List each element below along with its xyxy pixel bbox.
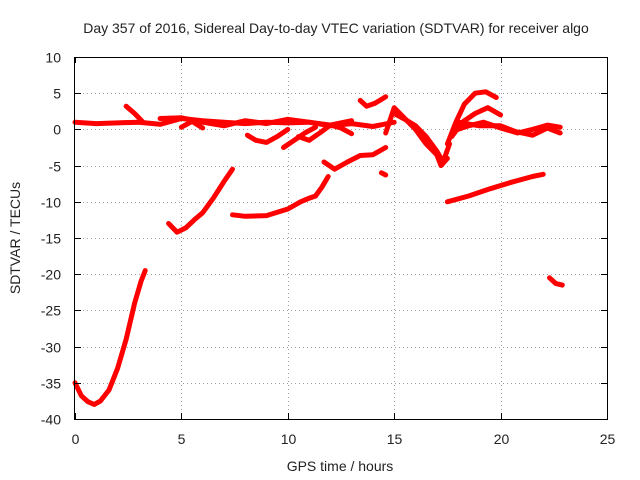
chart-title: Day 357 of 2016, Sidereal Day-to-day VTE… [83, 20, 589, 36]
series-sat-c [230, 193, 318, 219]
y-tick-label: -20 [41, 267, 61, 283]
series-sat-d [313, 174, 331, 199]
y-tick-label: 0 [53, 122, 61, 138]
x-tick-label: 5 [178, 431, 186, 447]
x-tick-label: 20 [494, 431, 510, 447]
plot-frame [74, 57, 608, 420]
y-tick-label: -40 [41, 412, 61, 428]
series-sat-p [391, 111, 452, 165]
series-sat-q [444, 89, 499, 147]
y-axis-title: SDTVAR / TECUs [7, 182, 23, 294]
x-tick-label: 0 [72, 431, 80, 447]
y-tick-label: -10 [41, 195, 61, 211]
series-layer [72, 89, 565, 407]
series-sat-a [72, 268, 148, 407]
series-sat-o [383, 105, 450, 169]
grid-layer [75, 57, 607, 419]
series-sat-j [178, 118, 206, 131]
series-sat-v [547, 275, 565, 288]
x-tick-label: 15 [387, 431, 403, 447]
series-sat-t [455, 119, 563, 138]
y-tick-label: -25 [41, 303, 61, 319]
series-sat-k [244, 126, 291, 145]
series-sat-h [123, 103, 146, 125]
series-sat-u [444, 171, 546, 205]
x-tick-label: 25 [600, 431, 616, 447]
x-axis-title: GPS time / hours [287, 458, 394, 474]
y-tick-label: -30 [41, 340, 61, 356]
y-tick-label: -15 [41, 231, 61, 247]
series-sat-f [378, 170, 389, 178]
series-sat-b [166, 166, 235, 235]
x-tick-label: 10 [281, 431, 297, 447]
y-tick-label: -5 [49, 159, 62, 175]
y-tick-label: 10 [45, 50, 61, 66]
tick-layer: 0 5 10 15 20 25 -40 -35 -30 -25 -20 -15 -10 -5 0 5 10 [41, 50, 616, 448]
series-sat-m [295, 122, 355, 143]
series-sat-e [321, 145, 389, 172]
series-sat-n [357, 94, 389, 109]
y-tick-label: 5 [53, 86, 61, 102]
y-tick-label: -35 [41, 376, 61, 392]
